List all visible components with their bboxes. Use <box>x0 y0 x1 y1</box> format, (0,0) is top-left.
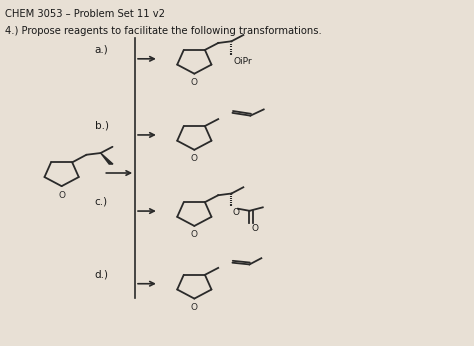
Polygon shape <box>100 153 113 164</box>
Text: CHEM 3053 – Problem Set 11 v2: CHEM 3053 – Problem Set 11 v2 <box>5 9 165 19</box>
Text: O: O <box>58 191 65 200</box>
Text: b.): b.) <box>95 120 109 130</box>
Text: c.): c.) <box>95 197 108 206</box>
Text: O: O <box>191 154 198 163</box>
Text: O: O <box>251 224 258 233</box>
Text: OiPr: OiPr <box>234 57 253 66</box>
Text: O: O <box>191 230 198 239</box>
Text: O: O <box>233 208 240 217</box>
Text: a.): a.) <box>95 44 109 54</box>
Text: 4.) Propose reagents to facilitate the following transformations.: 4.) Propose reagents to facilitate the f… <box>5 26 321 36</box>
Text: O: O <box>191 78 198 87</box>
Text: d.): d.) <box>95 269 109 279</box>
Text: O: O <box>191 303 198 312</box>
